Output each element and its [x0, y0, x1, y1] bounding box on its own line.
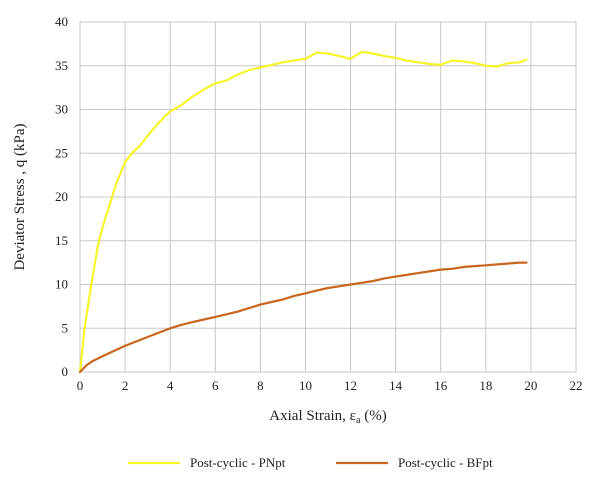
- y-tick-label: 5: [62, 320, 69, 335]
- x-tick-label: 8: [257, 378, 264, 393]
- x-axis-title-subscript: a: [356, 415, 361, 426]
- series-line: [78, 50, 528, 374]
- grid: [79, 21, 577, 373]
- series-pnpt: [78, 50, 528, 374]
- x-tick-label: 22: [570, 378, 583, 393]
- legend-item: Post-cyclic - PNpt: [128, 455, 286, 470]
- legend-item: Post-cyclic - BFpt: [336, 455, 493, 470]
- x-tick-label: 4: [167, 378, 174, 393]
- x-tick-label: 20: [524, 378, 537, 393]
- y-tick-label: 35: [55, 58, 68, 73]
- x-tick-label: 10: [299, 378, 312, 393]
- x-tick-label: 18: [479, 378, 492, 393]
- y-tick-label: 40: [55, 14, 68, 29]
- y-tick-label: 10: [55, 277, 68, 292]
- x-tick-label: 0: [77, 378, 84, 393]
- y-axis-ticks: 0 5 10 15 20 25 30 35 40: [55, 14, 68, 379]
- y-tick-label: 20: [55, 189, 68, 204]
- series-line: [78, 261, 528, 374]
- x-tick-label: 14: [389, 378, 403, 393]
- x-axis-title-main: Axial Strain, ε: [269, 408, 356, 424]
- x-tick-label: 16: [434, 378, 448, 393]
- series-layer: [78, 50, 528, 374]
- x-axis-title-unit: (%): [360, 408, 386, 424]
- legend-label: Post-cyclic - PNpt: [190, 455, 286, 470]
- x-axis-title: Axial Strain, εa (%): [269, 408, 386, 426]
- legend: Post-cyclic - PNpt Post-cyclic - BFpt: [128, 455, 493, 470]
- x-tick-label: 2: [122, 378, 129, 393]
- series-bfpt: [78, 261, 528, 374]
- x-tick-label: 6: [212, 378, 219, 393]
- y-axis-title: Deviator Stress , q (kPa): [12, 123, 28, 270]
- x-axis-ticks: 0 2 4 6 8 10 12 14 16 18 20 22: [77, 378, 583, 393]
- y-tick-label: 25: [55, 145, 68, 160]
- y-tick-label: 0: [62, 364, 69, 379]
- x-tick-label: 12: [344, 378, 357, 393]
- legend-label: Post-cyclic - BFpt: [398, 455, 493, 470]
- y-tick-label: 30: [55, 102, 68, 117]
- y-tick-label: 15: [55, 233, 68, 248]
